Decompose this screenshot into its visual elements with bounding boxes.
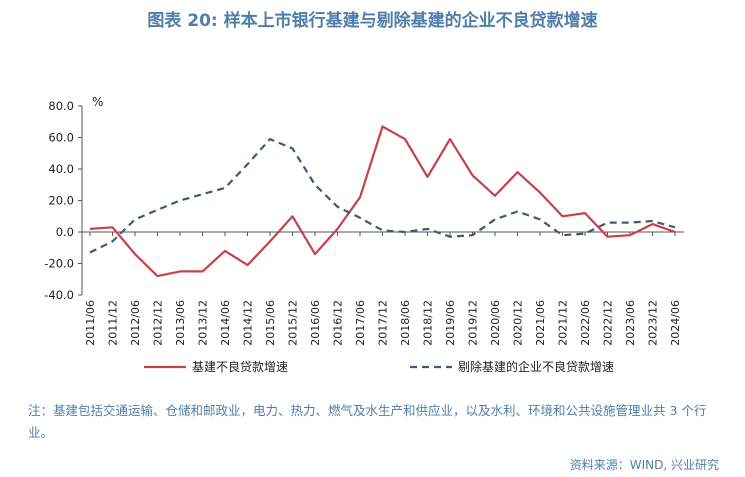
- series-line-1: [89, 125, 676, 278]
- source-note: 资料来源：WIND, 兴业研究: [569, 458, 719, 472]
- x-tick-label: 2020/12: [512, 300, 525, 346]
- y-unit-label: %: [92, 95, 103, 109]
- y-tick-label: -20.0: [44, 257, 74, 271]
- chart-axes: 80.0 60.0 40.0 20.0 0.0 -20.0 -40.0% 2011/06 201…: [44, 95, 684, 346]
- y-tick-label: 0.0: [56, 225, 74, 239]
- x-tick-label: 2021/12: [557, 300, 570, 346]
- chart-legend: 基建不良贷款增速 剔除基建的企业不良贷款增速: [144, 359, 614, 374]
- x-tick-label: 2012/06: [129, 300, 142, 346]
- x-tick-label: 2014/06: [219, 300, 232, 346]
- series-line-2: [89, 138, 676, 254]
- legend-label-1: 基建不良贷款增速: [192, 359, 288, 374]
- y-tick-label: 80.0: [48, 99, 74, 113]
- x-tick-label: 2013/06: [174, 300, 187, 346]
- x-tick-label: 2023/06: [624, 300, 637, 346]
- x-tick-label: 2021/06: [534, 300, 547, 346]
- x-tick-label: 2014/12: [242, 300, 255, 346]
- x-tick-label: 2016/12: [332, 300, 345, 346]
- legend-label-2: 剔除基建的企业不良贷款增速: [458, 359, 614, 374]
- x-tick-label: 2015/06: [264, 300, 277, 346]
- x-tick-label: 2023/12: [647, 300, 660, 346]
- y-tick-label: 40.0: [48, 162, 74, 176]
- x-tick-label: 2016/06: [309, 300, 322, 346]
- y-tick-label: 20.0: [48, 194, 74, 208]
- y-tick-label: -40.0: [44, 288, 74, 302]
- x-tick-label: 2015/12: [287, 300, 300, 346]
- series-layer: [89, 125, 676, 278]
- y-tick-label: 60.0: [48, 131, 74, 145]
- x-tick-label: 2012/12: [152, 300, 165, 346]
- x-tick-label: 2018/12: [422, 300, 435, 346]
- x-tick-label: 2024/06: [669, 300, 682, 346]
- line-chart: 80.0 60.0 40.0 20.0 0.0 -20.0 -40.0% 2011/06 201…: [44, 95, 684, 374]
- x-tick-label: 2019/06: [444, 300, 457, 346]
- x-tick-label: 2018/06: [399, 300, 412, 346]
- x-tick-label: 2013/12: [197, 300, 210, 346]
- x-tick-label: 2022/06: [579, 300, 592, 346]
- x-tick-label: 2011/12: [107, 300, 120, 346]
- x-tick-label: 2022/12: [602, 300, 615, 346]
- x-tick-label: 2020/06: [489, 300, 502, 346]
- x-tick-label: 2011/06: [84, 300, 97, 346]
- footnote: 注：基建包括交通运输、仓储和邮政业，电力、热力、燃气及水生产和供应业，以及水利、…: [28, 403, 707, 440]
- x-tick-label: 2017/12: [377, 300, 390, 346]
- x-tick-label: 2017/06: [354, 300, 367, 346]
- chart-title: 图表 20: 样本上市银行基建与剔除基建的企业不良贷款增速: [147, 11, 598, 31]
- x-tick-label: 2019/12: [467, 300, 480, 346]
